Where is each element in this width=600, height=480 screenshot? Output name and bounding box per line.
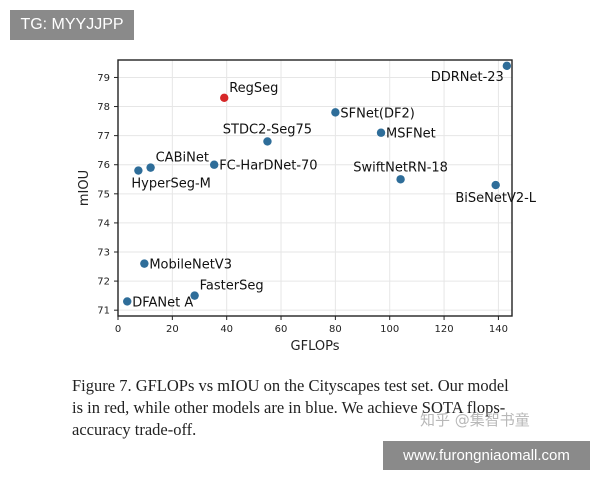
point-label: STDC2-Seg75 xyxy=(223,122,312,137)
data-point xyxy=(190,291,199,300)
data-point xyxy=(396,175,405,184)
zhihu-watermark: 知乎 @集智书童 xyxy=(420,411,530,429)
y-tick-label: 76 xyxy=(97,160,110,171)
y-tick-label: 79 xyxy=(97,73,110,84)
scatter-chart: 0 20 40 60 80 100 120 140 71 72 73 74 75 76 77 78 79 DDR… xyxy=(77,59,537,354)
x-tick-label: 40 xyxy=(220,324,233,335)
tag-watermark: TG: MYYJJPP xyxy=(10,10,134,40)
site-watermark: www.furongniaomall.com xyxy=(383,441,590,470)
data-point xyxy=(140,259,149,268)
x-tick-label: 0 xyxy=(115,324,121,335)
point-layer xyxy=(123,61,512,306)
point-label: DDRNet-23 xyxy=(431,70,504,85)
caption-line: Figure 7. GFLOPs vs mIOU on the Cityscap… xyxy=(72,376,509,395)
data-point xyxy=(491,180,500,190)
data-point xyxy=(263,137,272,146)
tick-layer: 0 20 40 60 80 100 120 140 71 72 73 74 75 76 77 78 79 xyxy=(97,73,508,335)
x-tick-label: 120 xyxy=(435,324,454,335)
plot-frame xyxy=(117,59,513,317)
point-label: MobileNetV3 xyxy=(149,258,232,273)
y-tick-label: 72 xyxy=(97,277,110,288)
y-tick-label: 77 xyxy=(97,131,110,142)
y-tick-label: 73 xyxy=(97,248,110,259)
point-label: SFNet(DF2) xyxy=(340,106,414,121)
point-label: CABiNet xyxy=(156,151,209,166)
x-tick-label: 60 xyxy=(275,324,288,335)
x-tick-label: 100 xyxy=(380,324,399,335)
caption-line: accuracy trade-off. xyxy=(72,420,197,439)
point-label: MSFNet xyxy=(386,127,436,142)
y-axis-title: mIOU xyxy=(77,170,92,206)
point-label: FC-HarDNet-70 xyxy=(219,159,317,174)
x-tick-label: 20 xyxy=(166,324,179,335)
y-tick-label: 75 xyxy=(97,189,110,200)
data-point xyxy=(146,163,155,172)
point-label: BiSeNetV2-L xyxy=(455,191,536,206)
point-label: FasterSeg xyxy=(200,279,264,294)
x-tick-label: 80 xyxy=(329,324,342,335)
caption-line: is in red, while other models are in blu… xyxy=(72,398,506,417)
point-label: SwiftNetRN-18 xyxy=(353,160,448,175)
data-point xyxy=(123,297,132,306)
point-label: DFANet A xyxy=(132,295,193,310)
data-point xyxy=(502,61,512,71)
data-point xyxy=(331,108,340,117)
data-point xyxy=(209,160,219,169)
x-tick-label: 140 xyxy=(489,324,508,335)
point-label: RegSeg xyxy=(229,81,278,96)
y-tick-label: 78 xyxy=(97,102,110,113)
y-tick-label: 71 xyxy=(97,306,110,317)
x-axis-title: GFLOPs xyxy=(291,339,340,354)
point-label: HyperSeg-M xyxy=(131,177,210,192)
data-point xyxy=(134,166,143,175)
figure-caption: Figure 7. GFLOPs vs mIOU on the Cityscap… xyxy=(72,375,542,441)
label-layer: DDRNet-23 RegSeg SFNet(DF2) MSFNet STDC2-Seg… xyxy=(131,70,536,311)
data-point xyxy=(376,128,386,137)
data-point xyxy=(220,93,229,103)
y-tick-label: 74 xyxy=(97,218,110,229)
